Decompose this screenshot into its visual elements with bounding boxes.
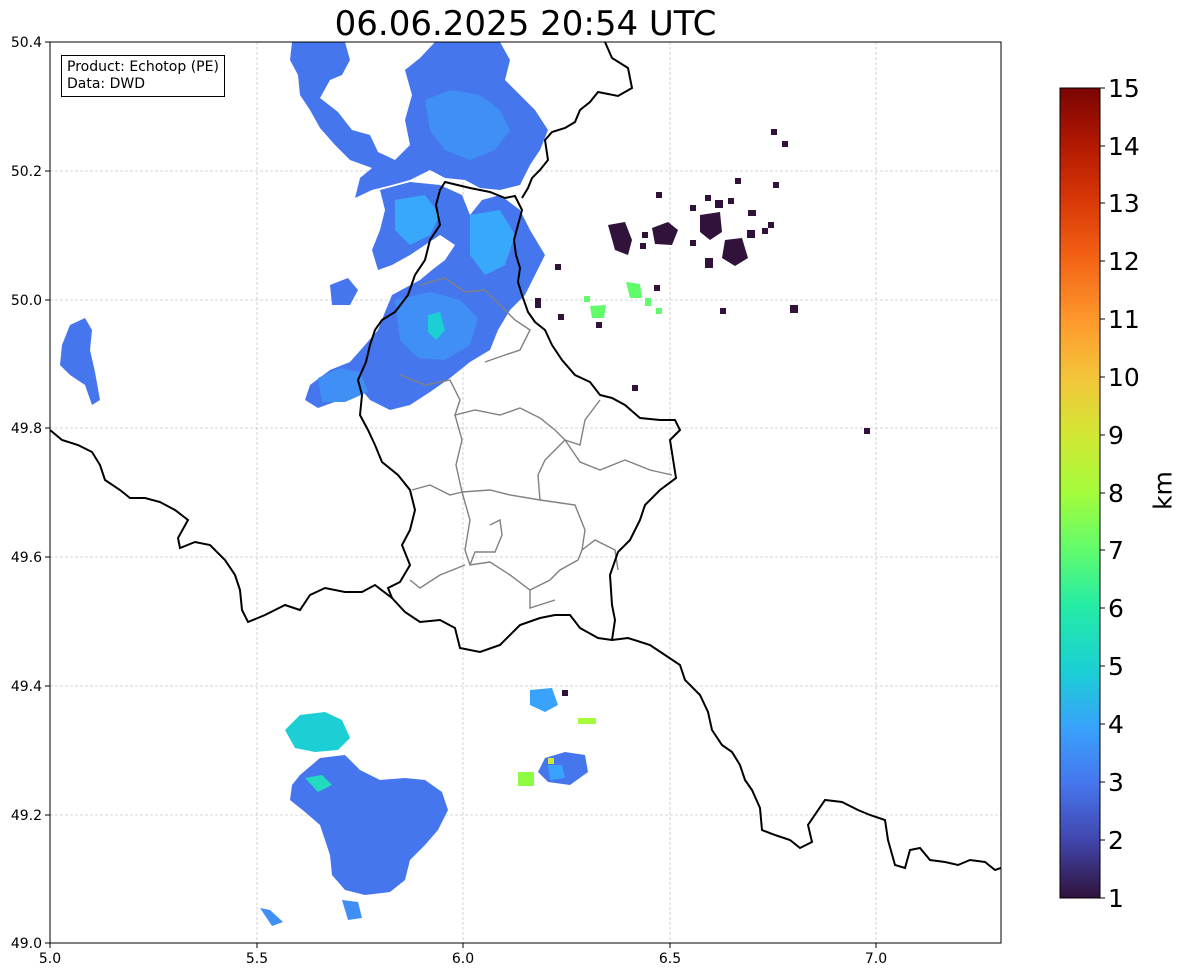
echo-cell-southwest-tiny (260, 908, 283, 926)
echo-cell-west-small (330, 278, 358, 305)
echo-cell-green-north-c (645, 298, 651, 306)
national-borders (50, 42, 1001, 872)
colorbar-tick-label: 15 (1108, 74, 1140, 103)
colorbar-tick-label: 5 (1108, 652, 1124, 681)
y-tick-label: 50.2 (11, 164, 42, 180)
echo-cell-southwest (290, 755, 448, 895)
plot-frame (49, 41, 1002, 944)
y-tick-label: 50.4 (11, 35, 42, 51)
x-axis (49, 943, 877, 948)
colorbar-tick-label: 13 (1108, 189, 1140, 218)
colorbar-tick-label: 11 (1108, 305, 1140, 334)
info-data-source: Data: DWD (67, 76, 145, 92)
colorbar-tick-label: 6 (1108, 594, 1124, 623)
colorbar-tick-label: 8 (1108, 479, 1124, 508)
map-title: 06.06.2025 20:54 UTC (334, 4, 717, 44)
echo-cell-yellow-speck (548, 758, 554, 764)
echo-cell-green-small (518, 772, 534, 786)
colorbar-tick-label: 12 (1108, 247, 1140, 276)
echo-cell-far-west (60, 318, 100, 405)
y-tick-label: 50.0 (11, 293, 42, 309)
colorbar-tick-label: 10 (1108, 363, 1140, 392)
echo-cell-green-north-d (656, 308, 662, 314)
y-axis (45, 41, 50, 944)
echo-core-southwest (305, 775, 332, 792)
colorbar-tick-label: 14 (1108, 132, 1140, 161)
echo-cell-green-north-b (590, 305, 606, 318)
colorbar-tick-label: 4 (1108, 710, 1124, 739)
colorbar (1059, 87, 1101, 899)
echo-cell-north-west (290, 42, 548, 198)
echo-cell-green-north-a (626, 282, 642, 298)
info-box: Product: Echotop (PE) Data: DWD (61, 55, 225, 97)
x-tick-label: 5.5 (246, 951, 268, 967)
info-product: Product: Echotop (PE) (67, 59, 219, 75)
colorbar-unit-label: km (1148, 471, 1178, 510)
echo-cell-west-edge (318, 368, 368, 402)
echo-cell-yellow-green (578, 718, 596, 724)
x-tick-label: 7.0 (865, 951, 887, 967)
admin-borders (399, 277, 673, 609)
colorbar-ticks (1100, 87, 1105, 899)
colorbar-tick-label: 7 (1108, 536, 1124, 565)
radar-echoes (60, 42, 870, 926)
echo-cell-southwest-top (285, 712, 350, 752)
echo-cell-south-center-top (530, 688, 558, 712)
colorbar-tick-label: 3 (1108, 768, 1124, 797)
echo-cell-southwest-lower (342, 900, 362, 920)
echo-cell-north-center (425, 90, 510, 160)
echo-cell-green-north-e (584, 296, 590, 302)
echo-core-lux (428, 312, 445, 340)
colorbar-tick-label: 2 (1108, 826, 1124, 855)
colorbar-tick-label: 1 (1108, 884, 1124, 913)
echo-cell-mid-light (395, 195, 440, 245)
echo-cell-mid-light-2 (470, 210, 515, 275)
echo-cluster-dark-east (535, 129, 870, 696)
y-tick-label: 49.6 (11, 550, 42, 566)
y-tick-label: 49.0 (11, 936, 42, 952)
y-tick-label: 49.2 (11, 808, 42, 824)
echo-cell-south-center-core (548, 765, 565, 780)
x-tick-label: 6.5 (659, 951, 681, 967)
x-tick-label: 5.0 (39, 951, 61, 967)
y-tick-label: 49.8 (11, 421, 42, 437)
colorbar-tick-label: 9 (1108, 421, 1124, 450)
plot-area (50, 42, 1001, 943)
x-tick-label: 6.0 (452, 951, 474, 967)
y-tick-label: 49.4 (11, 679, 42, 695)
